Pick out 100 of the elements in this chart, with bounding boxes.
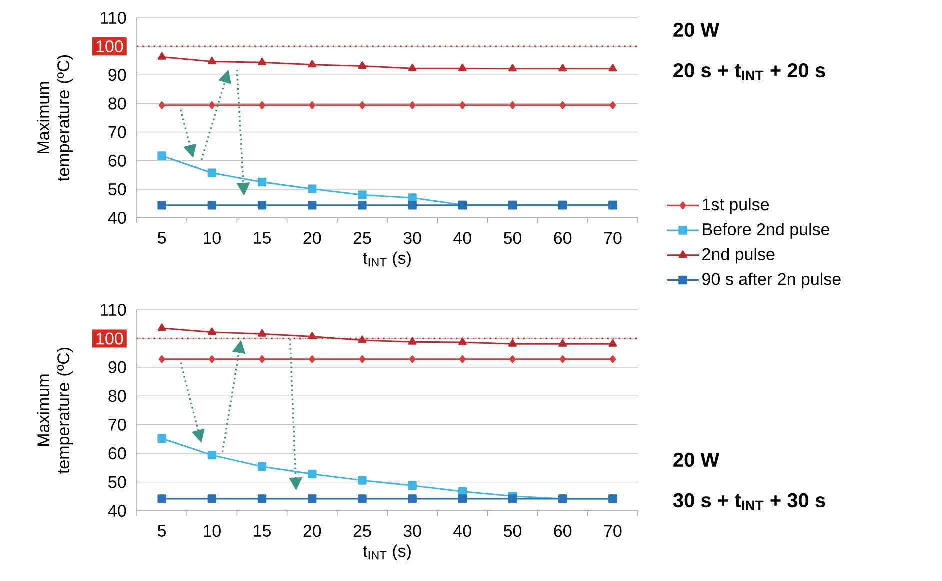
x-tick-label: 70 bbox=[604, 525, 622, 538]
point bbox=[560, 101, 566, 110]
point bbox=[158, 494, 166, 504]
point bbox=[359, 101, 366, 110]
legend-label: Before 2nd pulse bbox=[703, 223, 830, 239]
x-tick-label: 25 bbox=[354, 525, 372, 538]
point bbox=[158, 355, 166, 364]
y-tick-label: 110 bbox=[101, 12, 126, 24]
y-tick-label: 50 bbox=[108, 183, 126, 196]
point bbox=[508, 494, 518, 504]
point bbox=[259, 101, 266, 110]
point bbox=[158, 152, 166, 160]
legend-label: 1st pulse bbox=[703, 198, 770, 214]
point bbox=[258, 329, 266, 337]
x-tick-label: 70 bbox=[604, 232, 622, 244]
point bbox=[258, 462, 267, 472]
point bbox=[158, 101, 166, 110]
y-tick-label: 50 bbox=[108, 476, 126, 488]
point bbox=[158, 324, 166, 332]
y-tick-label: 70 bbox=[108, 418, 126, 431]
point bbox=[408, 481, 417, 490]
point bbox=[308, 60, 317, 68]
point bbox=[460, 355, 466, 364]
text: 20 s + t$_{INT}$ + 20 s bbox=[674, 63, 826, 81]
y-tick-label: 110 bbox=[101, 304, 126, 316]
point bbox=[458, 338, 467, 346]
point bbox=[208, 328, 216, 336]
x-tick-label: 15 bbox=[254, 525, 271, 538]
point bbox=[409, 355, 416, 364]
legend-label: 2nd pulse bbox=[702, 248, 775, 264]
x-tick-label: 5 bbox=[158, 525, 166, 538]
x-tick-label: 10 bbox=[204, 232, 221, 244]
x-tick-label: 10 bbox=[204, 525, 221, 538]
x-tick-label: 60 bbox=[554, 232, 572, 244]
point bbox=[308, 470, 317, 479]
x-tick-label: 50 bbox=[504, 232, 522, 244]
point bbox=[258, 178, 267, 187]
point bbox=[510, 101, 516, 110]
point bbox=[358, 336, 367, 344]
point bbox=[408, 494, 417, 504]
point bbox=[458, 64, 467, 72]
y-tick-label: 40 bbox=[108, 212, 126, 224]
point bbox=[408, 194, 417, 202]
y-tick-label: 100 bbox=[96, 332, 124, 345]
point bbox=[358, 476, 367, 485]
point bbox=[558, 64, 568, 72]
y-tick-label: 60 bbox=[108, 154, 126, 167]
point bbox=[308, 332, 317, 340]
point bbox=[309, 101, 316, 110]
point bbox=[460, 101, 466, 110]
point bbox=[208, 56, 216, 64]
x-axis-title: t$_{INT}$ (s) bbox=[363, 544, 411, 561]
y-tick-label: 40 bbox=[108, 504, 126, 518]
point bbox=[608, 64, 618, 72]
y-tick-label: 90 bbox=[108, 69, 126, 82]
y-tick-label: 80 bbox=[108, 390, 126, 402]
point bbox=[208, 494, 216, 504]
point bbox=[409, 101, 416, 110]
x-tick-label: 20 bbox=[304, 525, 322, 538]
point bbox=[208, 201, 216, 210]
point bbox=[308, 201, 317, 210]
y-axis-title: Maximum temperature (ºC) bbox=[37, 348, 73, 474]
x-tick-label: 40 bbox=[454, 525, 472, 538]
x-tick-label: 5 bbox=[158, 232, 166, 244]
y-tick-label: 90 bbox=[108, 361, 126, 374]
point bbox=[508, 339, 517, 347]
y-tick-label: 70 bbox=[108, 126, 126, 138]
x-axis-title: t$_{INT}$ (s) bbox=[363, 252, 411, 268]
point bbox=[508, 64, 517, 72]
x-tick-label: 30 bbox=[404, 525, 422, 538]
x-tick-label: 20 bbox=[304, 232, 322, 244]
point bbox=[258, 201, 267, 210]
x-tick-label: 40 bbox=[454, 232, 472, 244]
text: 20 W bbox=[674, 452, 720, 468]
y-tick-label: 80 bbox=[108, 98, 126, 110]
point bbox=[158, 201, 166, 210]
point bbox=[358, 62, 367, 70]
point bbox=[259, 355, 266, 364]
point bbox=[610, 355, 616, 364]
x-tick-label: 60 bbox=[554, 525, 572, 538]
point bbox=[208, 450, 216, 460]
point bbox=[610, 101, 616, 110]
point bbox=[209, 101, 216, 110]
point bbox=[308, 494, 317, 504]
legend-label: 90 s after 2n pulse bbox=[702, 272, 841, 289]
point bbox=[158, 52, 166, 60]
point bbox=[309, 355, 316, 364]
point bbox=[358, 494, 367, 504]
point bbox=[208, 168, 216, 178]
y-tick-label: 60 bbox=[108, 448, 126, 460]
x-tick-label: 15 bbox=[254, 232, 271, 244]
x-tick-label: 50 bbox=[504, 525, 522, 538]
point bbox=[258, 58, 266, 66]
point bbox=[358, 201, 367, 210]
point bbox=[158, 434, 166, 443]
point bbox=[558, 339, 568, 347]
point bbox=[408, 64, 417, 72]
point bbox=[560, 355, 566, 364]
point bbox=[608, 339, 618, 347]
point bbox=[358, 190, 367, 200]
